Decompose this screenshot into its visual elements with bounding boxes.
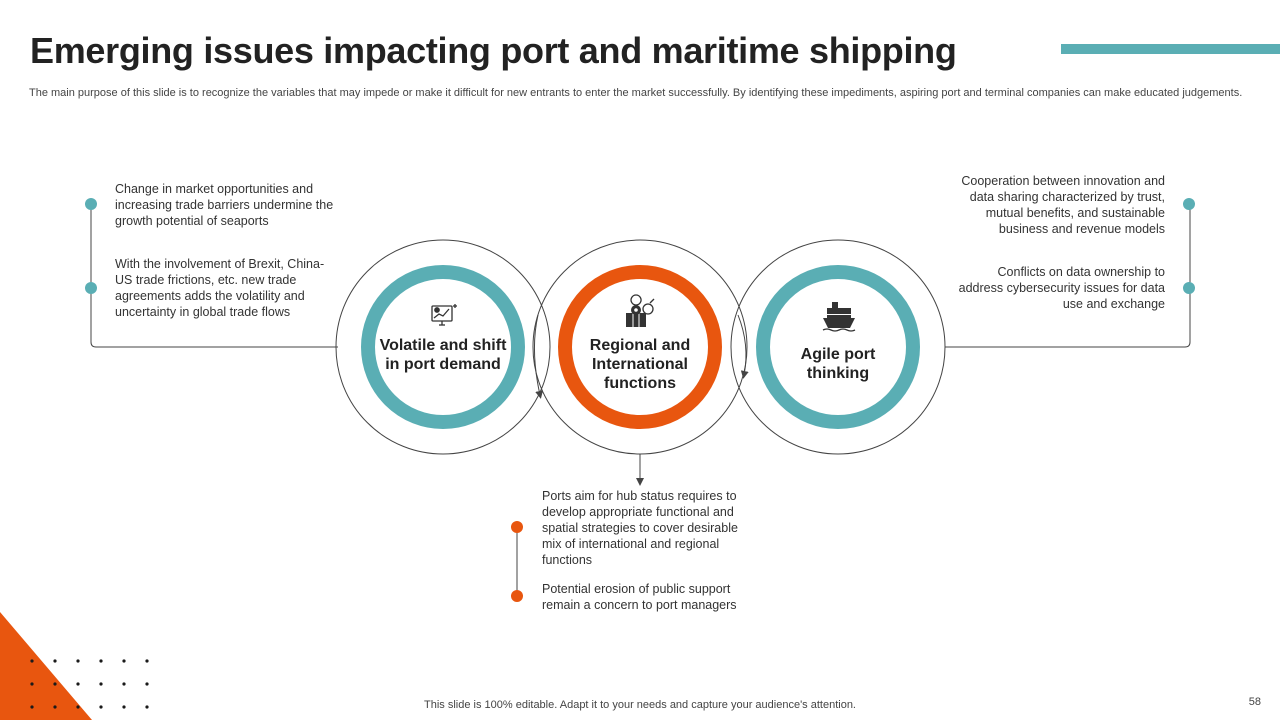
- circle-1-outer-ring: [335, 239, 551, 455]
- circle-3-outer-ring: [730, 239, 946, 455]
- left-bullet-2: [85, 282, 97, 294]
- footer-note: This slide is 100% editable. Adapt it to…: [424, 699, 856, 711]
- slide-subtitle: The main purpose of this slide is to rec…: [29, 87, 1243, 99]
- right-connector-line: [945, 204, 1191, 348]
- circle-2-ring: [558, 265, 722, 429]
- monitor-chart-icon: [431, 304, 457, 326]
- right-point-1: Cooperation between innovation and data …: [961, 174, 1165, 236]
- left-point-2: With the involvement of Brexit, China-US…: [115, 257, 325, 319]
- right-bullet-1: [1183, 198, 1195, 210]
- left-point-1: Change in market opportunities and incre…: [115, 182, 334, 228]
- flow-arrow-1: [533, 314, 544, 399]
- left-bullet-1: [85, 198, 97, 210]
- bottom-point-2: Potential erosion of public support rema…: [542, 582, 737, 612]
- corner-triangle: [0, 612, 92, 720]
- circle-1-ring: [361, 265, 525, 429]
- bottom-bullet-2: [511, 590, 523, 602]
- left-connector-line: [90, 204, 338, 348]
- page-number: 58: [1248, 696, 1261, 708]
- dot-grid: [30, 659, 149, 709]
- slide-title: Emerging issues impacting port and marit…: [30, 30, 957, 71]
- flow-arrow-2: [737, 314, 749, 379]
- circle-3-ring: [756, 265, 920, 429]
- cargo-ship-icon: [822, 302, 856, 332]
- circle-2-label: Regional and International functions: [589, 337, 691, 392]
- bottom-bullet-1: [511, 521, 523, 533]
- circle-3-label: Agile port thinking: [800, 346, 876, 382]
- right-point-2: Conflicts on data ownership to address c…: [958, 265, 1165, 311]
- circle-1-label: Volatile and shift in port demand: [379, 337, 507, 373]
- circle-2-outer-ring: [532, 239, 748, 455]
- bottom-point-1: Ports aim for hub status requires to dev…: [542, 489, 738, 567]
- map-location-icon: [626, 294, 655, 327]
- right-bullet-2: [1183, 282, 1195, 294]
- title-accent-bar: [1061, 44, 1280, 54]
